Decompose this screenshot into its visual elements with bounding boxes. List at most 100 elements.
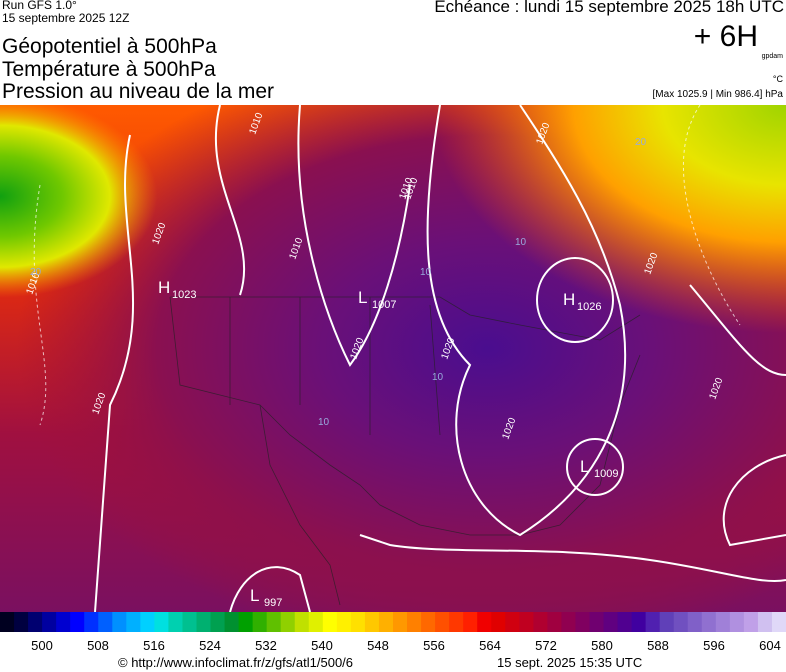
center-value: 1023 — [172, 289, 196, 301]
scale-swatch — [84, 612, 99, 632]
scale-swatch — [98, 612, 113, 632]
unit-temp: °C — [772, 74, 783, 84]
scale-swatch — [715, 612, 731, 632]
scale-swatch — [196, 612, 212, 632]
scale-label: 556 — [423, 638, 445, 653]
unit-geo: gpdam — [761, 53, 783, 60]
scale-swatch — [126, 612, 141, 632]
center-value: 997 — [264, 597, 282, 609]
scale-swatch — [463, 612, 478, 632]
scale-label: 588 — [647, 638, 669, 653]
scale-swatch — [491, 612, 506, 632]
center-letter: L — [580, 457, 589, 476]
scale-label: 532 — [255, 638, 277, 653]
scale-swatch — [589, 612, 605, 632]
scale-label: 596 — [703, 638, 725, 653]
center-value: 1009 — [594, 468, 618, 480]
center-letter: L — [358, 288, 367, 307]
center-letter: H — [158, 278, 170, 297]
scale-swatch — [238, 612, 254, 632]
scale-label: 508 — [87, 638, 109, 653]
scale-label: 572 — [535, 638, 557, 653]
scale-swatch — [505, 612, 520, 632]
scale-swatch — [70, 612, 85, 632]
scale-swatch — [435, 612, 450, 632]
scale-swatch — [533, 612, 548, 632]
scale-label: 540 — [311, 638, 333, 653]
temp-label: 10 — [318, 417, 330, 428]
title-1: Géopotentiel à 500hPa — [2, 35, 217, 58]
scale-swatch — [603, 612, 619, 632]
scale-swatch — [477, 612, 492, 632]
scale-swatch — [280, 612, 296, 632]
scale-swatch — [687, 612, 703, 632]
scale-swatch — [42, 612, 57, 632]
scale-swatch — [112, 612, 127, 632]
scale-swatch — [407, 612, 422, 632]
scale-swatch — [294, 612, 310, 632]
scale-label: 580 — [591, 638, 613, 653]
generated: 15 sept. 2025 15:35 UTC — [497, 655, 643, 670]
scale-swatch — [449, 612, 464, 632]
temp-label: 10 — [432, 372, 444, 383]
center-value: 1007 — [372, 299, 396, 311]
scale-swatch — [266, 612, 282, 632]
scale-swatch — [14, 612, 29, 632]
center-value: 1026 — [577, 301, 601, 313]
scale-swatch — [701, 612, 717, 632]
field-cold-east — [0, 105, 786, 612]
scale-swatch — [252, 612, 268, 632]
scale-swatch — [771, 612, 786, 632]
scale-swatch — [210, 612, 226, 632]
scale-swatch — [561, 612, 576, 632]
center-letter: L — [250, 586, 259, 605]
scale-swatch — [378, 612, 394, 632]
scale-swatch — [659, 612, 675, 632]
scale-swatch — [28, 612, 43, 632]
scale-swatch — [0, 612, 15, 632]
scale-swatch — [350, 612, 366, 632]
temp-label: 10 — [420, 267, 432, 278]
scale-swatch — [617, 612, 633, 632]
scale-swatch — [575, 612, 590, 632]
run: Run GFS 1.0° — [2, 0, 77, 12]
valid-time: Echéance : lundi 15 septembre 2025 18h U… — [434, 0, 784, 16]
scale-swatch — [308, 612, 324, 632]
scale-swatch — [673, 612, 689, 632]
scale-swatch — [56, 612, 71, 632]
scale-swatch — [224, 612, 240, 632]
source-url: © http://www.infoclimat.fr/z/gfs/atl1/50… — [118, 655, 354, 670]
scale-swatch — [154, 612, 169, 632]
scale-swatch — [322, 612, 338, 632]
scale-swatch — [393, 612, 408, 632]
scale-label: 564 — [479, 638, 501, 653]
scale-label: 548 — [367, 638, 389, 653]
scale-label: 604 — [759, 638, 781, 653]
borders — [169, 296, 641, 606]
scale-swatch — [421, 612, 436, 632]
lead-time: + 6H — [693, 20, 758, 53]
temp-label: 20 — [635, 137, 647, 148]
scale-swatch — [364, 612, 380, 632]
scale-swatch — [140, 612, 155, 632]
isobars — [94, 105, 786, 613]
scale-swatch — [757, 612, 773, 632]
scale-swatch — [645, 612, 661, 632]
scale-label: 500 — [31, 638, 53, 653]
title-3: Pression au niveau de la mer — [2, 80, 274, 103]
center-letter: H — [563, 290, 575, 309]
color-scale: 500 508 516 524 532 540 548 556 564 572 580 588 596 6… — [0, 612, 786, 653]
extremes: [Max 1025.9 | Min 986.4] hPa — [652, 89, 783, 100]
temp-label: 10 — [515, 237, 527, 248]
scale-swatch — [631, 612, 647, 632]
scale-label: 524 — [199, 638, 221, 653]
scale-swatch — [519, 612, 534, 632]
title-2: Température à 500hPa — [2, 58, 216, 81]
run-date: 15 septembre 2025 12Z — [2, 11, 130, 25]
scale-swatch — [182, 612, 197, 632]
temp-label: 20 — [30, 267, 42, 278]
scale-swatch — [729, 612, 745, 632]
scale-swatch — [547, 612, 562, 632]
